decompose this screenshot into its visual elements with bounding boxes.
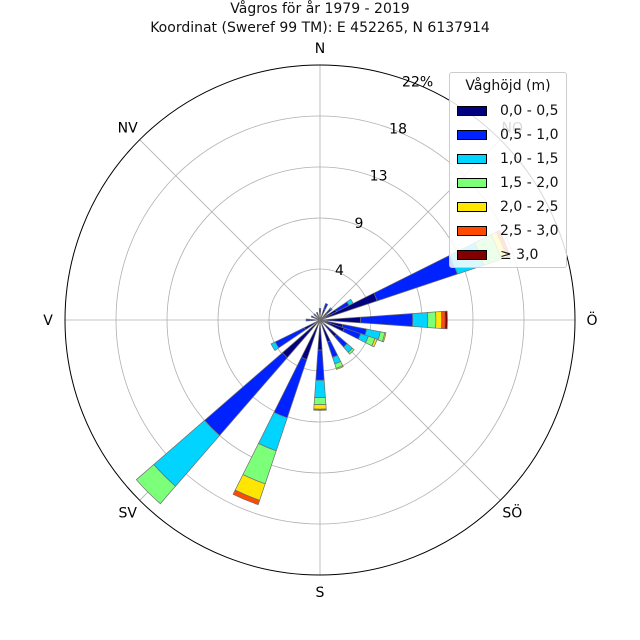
radial-tick-label: 13 bbox=[370, 169, 388, 185]
rose-bar-segment bbox=[444, 310, 448, 330]
rose-bar-segment bbox=[326, 340, 339, 358]
rose-bar-segment bbox=[313, 313, 318, 318]
legend-label: 1,0 - 1,5 bbox=[500, 151, 559, 167]
legend-title: Våghöjd (m) bbox=[465, 78, 551, 94]
rose-bar-segment bbox=[427, 311, 437, 329]
direction-label: S bbox=[316, 585, 325, 601]
rose-bar-segment bbox=[313, 408, 327, 411]
outer-ring bbox=[64, 64, 576, 576]
direction-label: N bbox=[315, 41, 325, 57]
rose-bar-segment bbox=[441, 310, 446, 330]
rose-bar-segment bbox=[313, 404, 327, 410]
legend-label: 1,5 - 2,0 bbox=[500, 175, 559, 191]
direction-label: SV bbox=[118, 505, 137, 521]
rose-bar-segment bbox=[315, 349, 325, 381]
grid-ring bbox=[166, 166, 474, 474]
legend-swatch bbox=[457, 130, 487, 140]
rose-bar-segment bbox=[270, 341, 280, 351]
rose-bar-segment bbox=[314, 379, 326, 399]
legend-label: ≥ 3,0 bbox=[500, 247, 539, 263]
rose-bar-segment bbox=[135, 463, 177, 505]
radial-tick-label: 22% bbox=[402, 74, 433, 90]
rose-bar-segment bbox=[232, 489, 261, 506]
legend-swatch bbox=[457, 106, 487, 116]
radial-tick-label: 9 bbox=[355, 216, 364, 232]
rose-bar-segment bbox=[347, 347, 355, 355]
legend-entry: 1,0 - 1,5 bbox=[457, 148, 558, 170]
rose-bar-segment bbox=[329, 307, 333, 311]
rose-bar-segment bbox=[323, 303, 329, 311]
rose-bar-segment bbox=[371, 337, 378, 348]
rose-bar-segment bbox=[257, 411, 288, 452]
legend-swatch bbox=[457, 178, 487, 188]
legend-swatch bbox=[457, 202, 487, 212]
legend: Våghöjd (m) 0,0 - 0,5 0,5 - 1,0 1,0 - 1,5 1… bbox=[449, 72, 567, 268]
legend-entry: 2,5 - 3,0 bbox=[457, 220, 558, 242]
chart-title: Vågros för år 1979 - 2019 Koordinat (Swe… bbox=[0, 0, 640, 38]
legend-label: 0,5 - 1,0 bbox=[500, 127, 559, 143]
legend-label: 0,0 - 0,5 bbox=[500, 103, 559, 119]
rose-bar-segment bbox=[412, 312, 429, 328]
legend-label: 2,0 - 2,5 bbox=[500, 199, 559, 215]
rose-sectors bbox=[135, 230, 511, 506]
legend-entry: 2,0 - 2,5 bbox=[457, 196, 558, 218]
grid-ring bbox=[115, 115, 525, 525]
rose-bar-segment bbox=[382, 332, 387, 343]
radial-tick-label: 18 bbox=[389, 122, 407, 138]
direction-label: Ö bbox=[586, 311, 597, 329]
legend-swatch bbox=[457, 226, 487, 236]
rose-bar-segment bbox=[310, 315, 316, 319]
rose-bar-segment bbox=[373, 254, 458, 302]
legend-swatch bbox=[457, 250, 487, 260]
legend-label: 2,5 - 3,0 bbox=[500, 223, 559, 239]
grid-spoke bbox=[139, 139, 321, 321]
rose-bar-segment bbox=[305, 318, 312, 322]
rose-bar-segment bbox=[315, 311, 319, 317]
rose-bar-segment bbox=[435, 311, 443, 329]
rose-bar-segment bbox=[319, 292, 378, 321]
legend-entry: 0,5 - 1,0 bbox=[457, 124, 558, 146]
rose-bar-segment bbox=[313, 397, 327, 405]
rose-bar-segment bbox=[360, 313, 414, 327]
direction-label: NV bbox=[118, 121, 138, 137]
legend-entry: ≥ 3,0 bbox=[457, 244, 538, 266]
radial-tick-label: 4 bbox=[335, 263, 344, 279]
legend-entry: 0,0 - 0,5 bbox=[457, 100, 558, 122]
chart-subtitle: Koordinat (Sweref 99 TM): E 452265, N 61… bbox=[150, 20, 490, 36]
chart-title-line1: Vågros för år 1979 - 2019 bbox=[230, 1, 410, 17]
rose-bar-segment bbox=[318, 308, 322, 310]
rose-bar-segment bbox=[335, 365, 344, 370]
legend-swatch bbox=[457, 154, 487, 164]
direction-label: SÖ bbox=[502, 503, 522, 521]
legend-entry: 1,5 - 2,0 bbox=[457, 172, 558, 194]
direction-label: V bbox=[43, 313, 53, 329]
